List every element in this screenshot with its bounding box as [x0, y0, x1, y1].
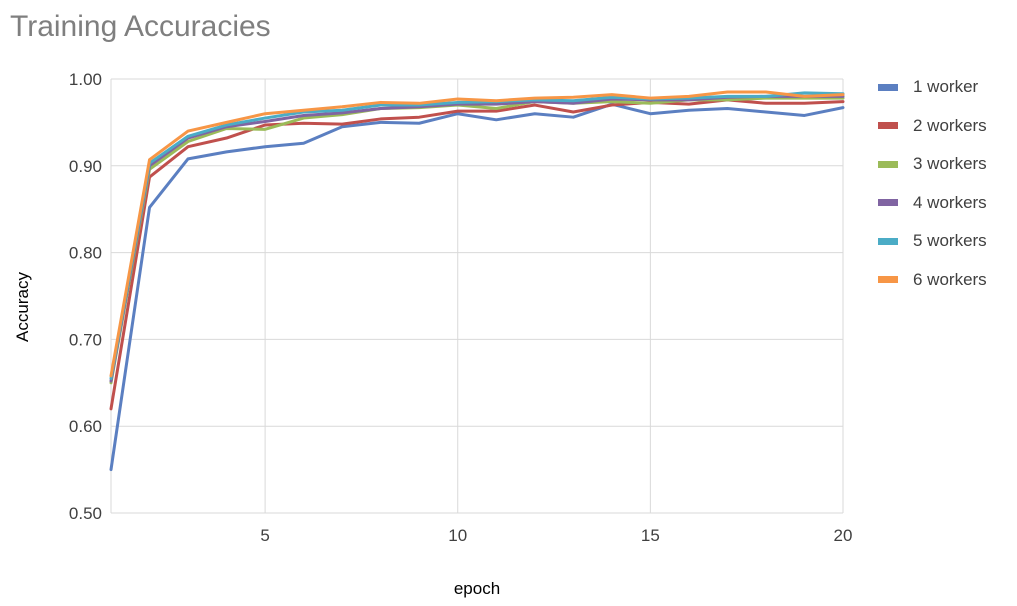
legend-swatch	[878, 276, 898, 284]
x-tick-labels: 5 10 15 20	[260, 526, 852, 545]
y-tick-label: 0.60	[69, 417, 102, 436]
legend-label: 4 workers	[913, 192, 987, 212]
y-tick-label: 1.00	[69, 70, 102, 89]
legend-swatch	[878, 122, 898, 130]
series-lines	[109, 90, 845, 472]
series-line	[109, 91, 845, 380]
y-axis-label: Accuracy	[13, 272, 32, 342]
series-line	[109, 90, 845, 378]
gridlines	[110, 78, 844, 514]
y-tick-label: 0.90	[69, 157, 102, 176]
legend-label: 1 worker	[913, 77, 979, 97]
legend: 1 worker 2 workers 3 workers 4 workers 5 wor…	[878, 68, 987, 299]
series-line	[109, 98, 845, 411]
legend-swatch	[878, 83, 898, 91]
legend-swatch	[878, 199, 898, 207]
legend-label: 5 workers	[913, 231, 987, 251]
legend-label: 2 workers	[913, 115, 987, 135]
x-tick-label: 20	[834, 526, 853, 545]
legend-swatch	[878, 160, 898, 168]
legend-item: 4 workers	[878, 184, 987, 223]
x-tick-label: 10	[448, 526, 467, 545]
legend-item: 1 worker	[878, 68, 987, 107]
legend-label: 3 workers	[913, 154, 987, 174]
legend-item: 6 workers	[878, 261, 987, 300]
y-tick-label: 0.50	[69, 504, 102, 523]
y-tick-labels: 0.50 0.60 0.70 0.80 0.90 1.00	[69, 70, 102, 523]
legend-item: 2 workers	[878, 107, 987, 146]
y-tick-label: 0.80	[69, 244, 102, 263]
legend-item: 5 workers	[878, 222, 987, 261]
legend-label: 6 workers	[913, 269, 987, 289]
series-line	[109, 96, 845, 385]
x-axis-label: epoch	[454, 579, 500, 598]
y-tick-label: 0.70	[69, 330, 102, 349]
x-tick-label: 5	[260, 526, 269, 545]
legend-item: 3 workers	[878, 145, 987, 184]
legend-swatch	[878, 237, 898, 245]
series-line	[109, 102, 845, 472]
chart-title: Training Accuracies	[10, 10, 271, 43]
x-tick-label: 15	[641, 526, 660, 545]
